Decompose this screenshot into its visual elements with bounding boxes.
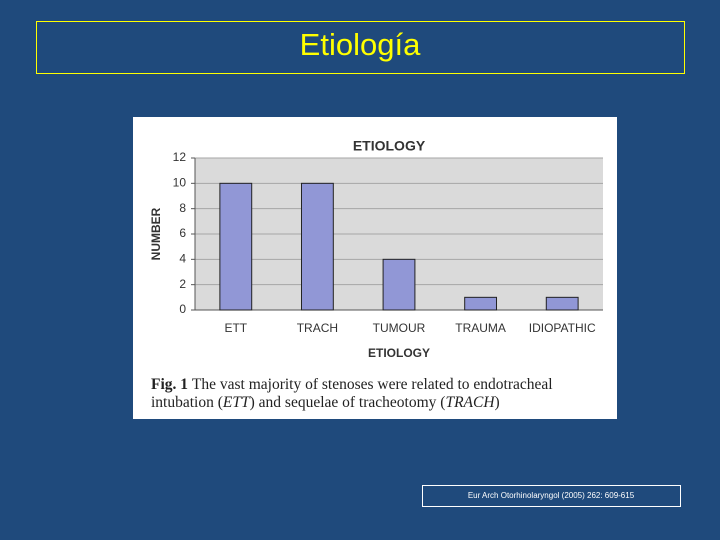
caption-label: Fig. 1 <box>151 376 188 393</box>
citation: Eur Arch Otorhinolaryngol (2005) 262: 60… <box>468 491 635 500</box>
y-tick-label: 0 <box>179 302 186 316</box>
y-tick-label: 6 <box>179 226 186 240</box>
x-tick-label: TRACH <box>297 321 338 335</box>
caption-text: TRACH <box>445 394 495 411</box>
caption-line: Fig. 1 The vast majority of stenoses wer… <box>151 376 553 393</box>
bar <box>464 296 498 311</box>
caption-text: ) and sequelae of tracheotomy ( <box>250 394 446 411</box>
bar <box>300 182 334 311</box>
y-tick-label: 2 <box>179 277 186 291</box>
x-tick-label: IDIOPATHIC <box>529 321 596 335</box>
bar <box>382 258 416 311</box>
x-tick-label: TUMOUR <box>373 321 426 335</box>
y-axis-label: NUMBER <box>149 207 163 260</box>
caption-text: intubation ( <box>151 394 223 411</box>
slide-title: Etiología <box>300 27 421 62</box>
caption: Fig. 1 The vast majority of stenoses wer… <box>151 376 553 411</box>
bar <box>545 296 579 311</box>
y-tick-label: 8 <box>179 201 186 215</box>
caption-text: ETT <box>222 394 251 411</box>
bar <box>219 182 253 311</box>
x-axis-label: ETIOLOGY <box>368 346 430 360</box>
caption-line: intubation (ETT) and sequelae of tracheo… <box>151 394 500 411</box>
y-tick-label: 12 <box>173 150 187 164</box>
title-box <box>36 21 685 74</box>
caption-text: The vast majority of stenoses were relat… <box>192 376 553 393</box>
x-tick-label: TRAUMA <box>455 321 506 335</box>
y-tick-label: 4 <box>179 252 186 266</box>
citation-box <box>422 485 681 507</box>
y-tick-label: 10 <box>173 176 187 190</box>
chart-title: ETIOLOGY <box>353 138 426 154</box>
caption-text: ) <box>495 394 500 411</box>
x-tick-label: ETT <box>224 321 247 335</box>
